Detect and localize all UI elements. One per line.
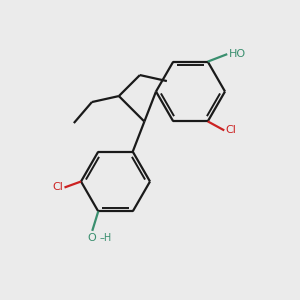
Text: O: O	[88, 233, 97, 243]
Text: Cl: Cl	[53, 182, 64, 193]
Text: Cl: Cl	[225, 125, 236, 135]
Text: –H: –H	[100, 233, 112, 243]
Text: HO: HO	[229, 49, 246, 59]
